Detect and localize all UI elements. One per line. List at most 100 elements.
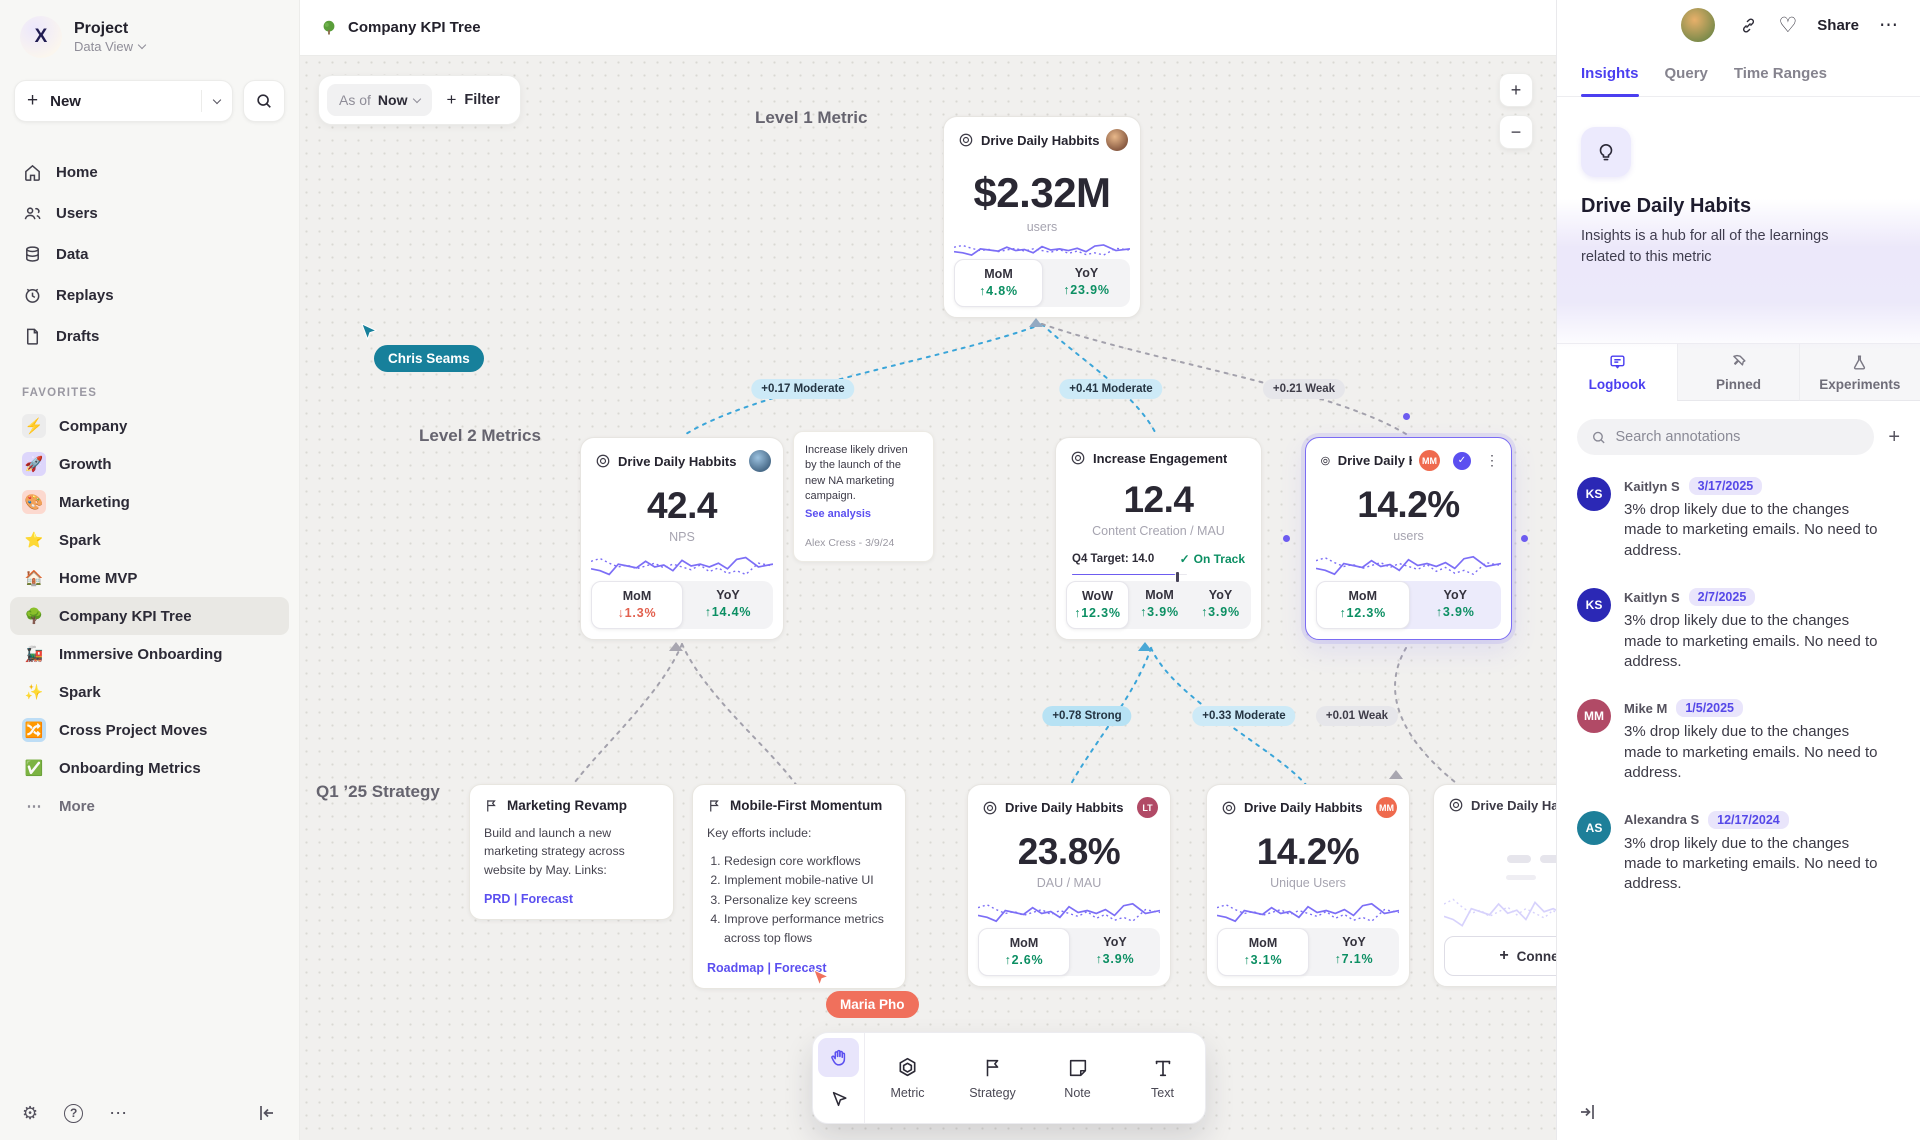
more-options-icon[interactable]: ⋯ bbox=[1879, 14, 1898, 36]
stat-mom[interactable]: MoM ↑3.1% bbox=[1217, 928, 1309, 976]
plus-icon: + bbox=[446, 90, 457, 109]
sidebar-item-label: Home bbox=[56, 164, 98, 181]
tab-query[interactable]: Query bbox=[1664, 64, 1708, 82]
text-tool-button[interactable]: Text bbox=[1120, 1033, 1205, 1123]
stat-yoy[interactable]: YoY ↑3.9% bbox=[1190, 581, 1251, 629]
stat-wow[interactable]: WoW ↑12.3% bbox=[1066, 581, 1129, 629]
stat-mom[interactable]: MoM ↑12.3% bbox=[1316, 581, 1410, 629]
sidebar-item-cross-project-moves[interactable]: 🔀 Cross Project Moves bbox=[10, 711, 289, 749]
forecast-link[interactable]: Forecast bbox=[774, 960, 827, 975]
tab-time-ranges[interactable]: Time Ranges bbox=[1733, 64, 1827, 82]
annotation-search[interactable] bbox=[1577, 419, 1875, 455]
lightning-icon: ⚡ bbox=[22, 414, 46, 438]
filter-button[interactable]: + Filter bbox=[440, 90, 511, 110]
search-button[interactable] bbox=[243, 80, 285, 122]
tab-experiments[interactable]: Experiments bbox=[1798, 344, 1920, 401]
card-menu-kebab-icon[interactable]: ⋮ bbox=[1485, 452, 1499, 468]
copy-link-icon[interactable] bbox=[1739, 16, 1758, 35]
zoom-out-button[interactable]: − bbox=[1499, 115, 1533, 149]
sidebar-item-spark[interactable]: ⭐ Spark bbox=[10, 521, 289, 559]
sidebar-item-more[interactable]: ⋯ More bbox=[10, 787, 289, 825]
note-tool-button[interactable]: Note bbox=[1035, 1033, 1120, 1123]
collapse-panel-icon[interactable] bbox=[1577, 1102, 1597, 1122]
sidebar-item-home-mvp[interactable]: 🏠 Home MVP bbox=[10, 559, 289, 597]
sidebar-item-spark-2[interactable]: ✨ Spark bbox=[10, 673, 289, 711]
collapse-sidebar-icon[interactable] bbox=[257, 1103, 277, 1123]
tab-pinned[interactable]: Pinned bbox=[1677, 344, 1799, 401]
new-button[interactable]: + New bbox=[14, 80, 233, 122]
stat-value: ↑7.1% bbox=[1334, 952, 1374, 966]
forecast-link[interactable]: Forecast bbox=[520, 892, 573, 907]
sidebar-item-company-kpi-tree[interactable]: 🌳 Company KPI Tree bbox=[10, 597, 289, 635]
metric-card-increase-engagement[interactable]: Increase Engagement 12.4 Content Creatio… bbox=[1055, 437, 1262, 640]
stat-yoy[interactable]: YoY ↑14.4% bbox=[683, 581, 773, 629]
sidebar-item-home[interactable]: Home bbox=[10, 152, 289, 193]
sidebar-item-growth[interactable]: 🚀 Growth bbox=[10, 445, 289, 483]
prd-link[interactable]: PRD bbox=[484, 892, 511, 907]
owner-avatar bbox=[1106, 129, 1128, 151]
favorite-heart-icon[interactable]: ♡ bbox=[1778, 13, 1798, 37]
sidebar-item-replays[interactable]: Replays bbox=[10, 275, 289, 316]
metric-card-placeholder[interactable]: Drive Daily Hab + Connect bbox=[1433, 784, 1556, 987]
sidebar-item-data[interactable]: Data bbox=[10, 234, 289, 275]
zoom-in-button[interactable]: + bbox=[1499, 73, 1533, 107]
sidebar-item-immersive-onboarding[interactable]: 🚂 Immersive Onboarding bbox=[10, 635, 289, 673]
strategy-card-mobile-first-momentum[interactable]: Mobile-First Momentum Key efforts includ… bbox=[692, 784, 906, 989]
as-of-selector[interactable]: As of Now bbox=[327, 84, 433, 116]
annotation-item[interactable]: KS Kaitlyn S 3/17/2025 3% drop likely due… bbox=[1577, 477, 1900, 561]
annotation-item[interactable]: MM Mike M 1/5/2025 3% drop likely due to … bbox=[1577, 699, 1900, 783]
stat-mom[interactable]: MoM ↓1.3% bbox=[591, 581, 683, 629]
collapse-triangle[interactable] bbox=[669, 642, 683, 651]
metric-card-drive-daily-habits-nps[interactable]: Drive Daily Habbits 42.4 NPS MoM ↓1.3% Yo… bbox=[580, 437, 784, 640]
stat-yoy[interactable]: YoY ↑7.1% bbox=[1309, 928, 1399, 976]
stat-yoy[interactable]: YoY ↑3.9% bbox=[1070, 928, 1160, 976]
search-annotations-input[interactable] bbox=[1615, 429, 1861, 445]
sidebar-item-users[interactable]: Users bbox=[10, 193, 289, 234]
sidebar-item-drafts[interactable]: Drafts bbox=[10, 316, 289, 357]
sidebar-item-company[interactable]: ⚡ Company bbox=[10, 407, 289, 445]
add-annotation-button[interactable]: + bbox=[1888, 425, 1900, 448]
sidebar-item-onboarding-metrics[interactable]: ✅ Onboarding Metrics bbox=[10, 749, 289, 787]
pointer-icon bbox=[832, 1091, 847, 1106]
help-icon[interactable]: ? bbox=[64, 1103, 84, 1123]
stat-mom[interactable]: MoM ↑2.6% bbox=[978, 928, 1070, 976]
see-analysis-link[interactable]: See analysis bbox=[805, 507, 872, 520]
sidebar-item-marketing[interactable]: 🎨 Marketing bbox=[10, 483, 289, 521]
connection-dot[interactable] bbox=[1403, 413, 1410, 420]
metric-card-drive-daily-habits-unique-users[interactable]: Drive Daily Habbits MM 14.2% Unique User… bbox=[1206, 784, 1410, 987]
project-switcher[interactable]: X Project Data View bbox=[0, 0, 299, 68]
stat-mom[interactable]: MoM ↑3.9% bbox=[1129, 581, 1190, 629]
metric-card-drive-daily-habits-selected[interactable]: Drive Daily Habb.. MM ✓ ⋮ 14.2% users Mo… bbox=[1305, 437, 1512, 640]
collapse-triangle[interactable] bbox=[1029, 318, 1043, 327]
roadmap-link[interactable]: Roadmap bbox=[707, 960, 764, 975]
tab-insights[interactable]: Insights bbox=[1581, 50, 1639, 97]
hand-tool-button[interactable] bbox=[818, 1038, 859, 1077]
select-tool-button[interactable] bbox=[818, 1079, 859, 1118]
stat-yoy[interactable]: YoY ↑3.9% bbox=[1410, 581, 1502, 629]
connect-metric-button[interactable]: + Connect bbox=[1444, 936, 1556, 977]
metric-card-drive-daily-habits-l1[interactable]: Drive Daily Habbits $2.32M users MoM ↑4.8… bbox=[943, 116, 1141, 318]
collapse-triangle[interactable] bbox=[1389, 770, 1403, 779]
metric-tool-button[interactable]: Metric bbox=[865, 1033, 950, 1123]
connection-dot[interactable] bbox=[1283, 535, 1290, 542]
collapse-triangle[interactable] bbox=[1138, 642, 1152, 651]
kpi-tree-canvas[interactable]: As of Now + Filter + − Level 1 Metric Le… bbox=[300, 56, 1556, 1140]
metric-value: 14.2% bbox=[1256, 831, 1360, 872]
strategy-card-marketing-revamp[interactable]: Marketing Revamp Build and launch a new … bbox=[469, 784, 674, 921]
stat-mom[interactable]: MoM ↑4.8% bbox=[954, 259, 1043, 307]
strategy-row-label: Q1 ’25 Strategy bbox=[316, 782, 440, 801]
more-options-icon[interactable]: ⋯ bbox=[109, 1102, 128, 1123]
metric-card-drive-daily-habits-dau[interactable]: Drive Daily Habbits LT 23.8% DAU / MAU M… bbox=[967, 784, 1171, 987]
strategy-tool-button[interactable]: Strategy bbox=[950, 1033, 1035, 1123]
user-avatar[interactable] bbox=[1681, 8, 1716, 42]
annotation-item[interactable]: AS Alexandra S 12/17/2024 3% drop likely … bbox=[1577, 810, 1900, 895]
chevron-down-icon[interactable] bbox=[212, 95, 222, 104]
stat-yoy[interactable]: YoY ↑23.9% bbox=[1043, 259, 1130, 307]
settings-gear-icon[interactable]: ⚙ bbox=[22, 1102, 39, 1123]
connection-dot[interactable] bbox=[1521, 535, 1528, 542]
tab-logbook[interactable]: Logbook bbox=[1557, 344, 1678, 401]
share-button[interactable]: Share bbox=[1817, 16, 1859, 34]
data-view-selector[interactable]: Data View bbox=[74, 39, 147, 54]
annotation-item[interactable]: KS Kaitlyn S 2/7/2025 3% drop likely due … bbox=[1577, 588, 1900, 672]
annotation-note-card[interactable]: Increase likely driven by the launch of … bbox=[793, 431, 934, 562]
